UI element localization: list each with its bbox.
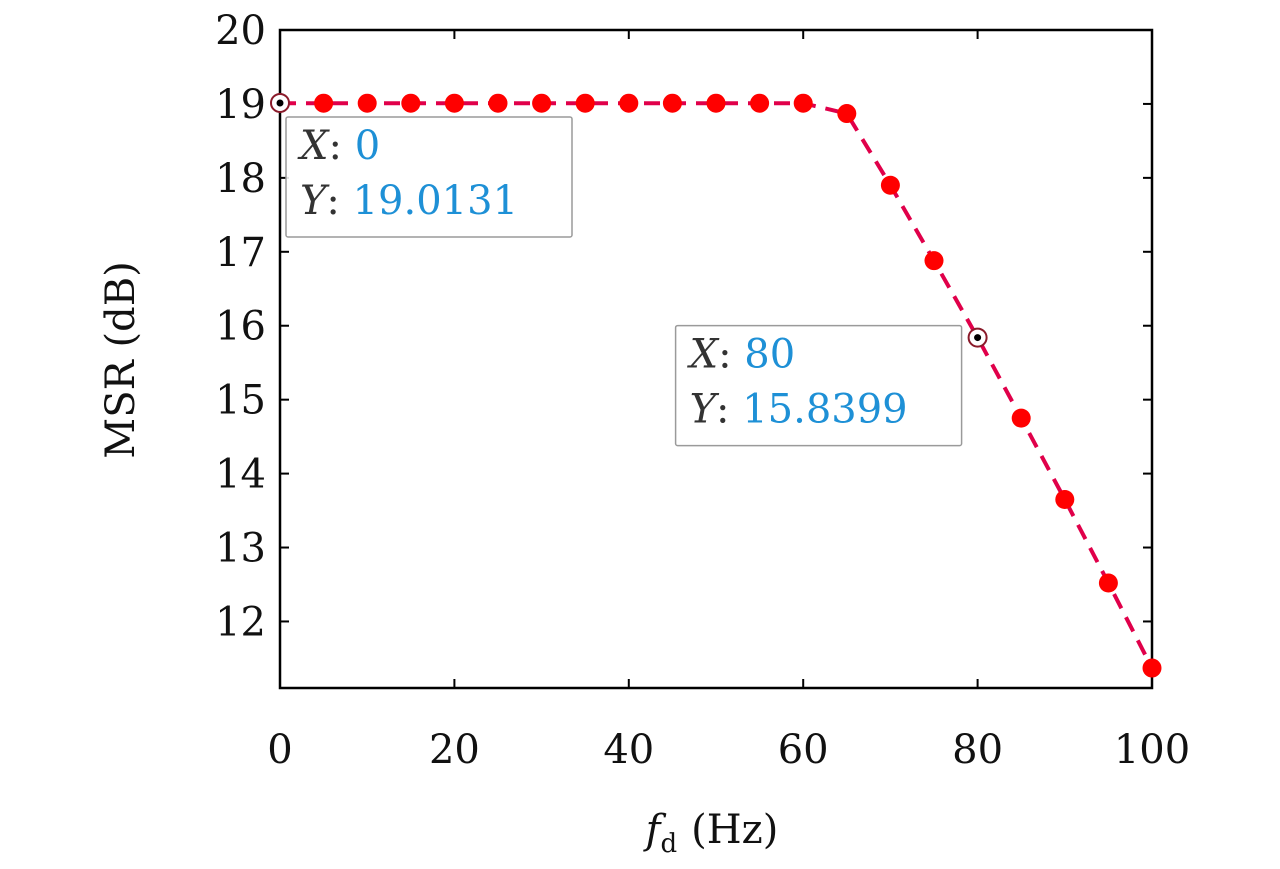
- data-point: [314, 93, 334, 113]
- datatip-key: Y: [690, 387, 720, 433]
- y-tick-label: 19: [215, 82, 266, 128]
- datatip-colon: :: [326, 178, 352, 224]
- x-tick-label: 0: [267, 727, 292, 773]
- datatip-marker-dot: [974, 334, 982, 342]
- x-axis-label-sub: d: [660, 829, 677, 859]
- datatip-value: 19.0131: [353, 178, 518, 224]
- datatip-marker-dot: [276, 99, 284, 107]
- datatip-colon: :: [328, 123, 354, 169]
- x-tick-label: 100: [1114, 727, 1190, 773]
- y-tick-label: 12: [215, 599, 266, 645]
- datatip-row: Y: 19.0131: [300, 178, 518, 224]
- datatip-value: 80: [744, 332, 795, 378]
- data-point: [532, 93, 552, 113]
- data-point: [837, 104, 857, 124]
- y-tick-label: 18: [215, 156, 266, 202]
- datatip-value: 0: [355, 123, 380, 169]
- datatip-colon: :: [716, 387, 742, 433]
- datatip-row: X: 0: [297, 123, 380, 169]
- y-tick-label: 16: [215, 304, 266, 350]
- data-point: [1011, 408, 1031, 428]
- data-point: [662, 93, 682, 113]
- y-tick-label: 13: [215, 526, 266, 572]
- datatip-value: 15.8399: [742, 387, 907, 433]
- data-point: [488, 93, 508, 113]
- datatip-colon: :: [718, 332, 744, 378]
- data-point: [575, 93, 595, 113]
- y-tick-label: 17: [215, 230, 266, 276]
- y-tick-label: 15: [215, 378, 266, 424]
- plot-frame: [278, 28, 1154, 690]
- x-axis-label-unit: (Hz): [691, 807, 778, 853]
- datatip-key: X: [297, 123, 330, 169]
- data-point: [357, 93, 377, 113]
- data-point: [924, 251, 944, 271]
- y-tick-label: 20: [215, 8, 266, 54]
- data-point: [444, 93, 464, 113]
- datatip: X: 0Y: 19.0131: [270, 92, 573, 238]
- x-tick-label: 40: [603, 727, 654, 773]
- datatip-box: [674, 324, 963, 447]
- axes: 0 20 40 60 80 100 12 13 14 15 16 17 18 19 20: [215, 8, 1190, 773]
- datatip: X: 80 Y: 15.8399: [674, 324, 988, 447]
- data-point: [401, 93, 421, 113]
- x-tick-label: 60: [778, 727, 829, 773]
- x-axis-label: fd (Hz): [643, 807, 779, 859]
- data-point: [1142, 658, 1162, 678]
- data-point: [1098, 573, 1118, 593]
- datatip-key: X: [687, 332, 720, 378]
- data-point: [750, 93, 770, 113]
- y-tick-label: 14: [215, 452, 266, 498]
- y-axis-label: MSR (dB): [98, 261, 144, 458]
- data-point: [1055, 489, 1075, 509]
- series-layer: [270, 93, 1162, 678]
- series-line: [280, 101, 1154, 669]
- datatip-box: [285, 116, 573, 238]
- datatip-key: Y: [300, 178, 330, 224]
- data-point: [793, 93, 813, 113]
- datatip-row: Y: 15.8399: [690, 387, 908, 433]
- x-tick-label: 20: [429, 727, 480, 773]
- data-point: [880, 175, 900, 195]
- data-point: [706, 93, 726, 113]
- datatip-row: X: 80: [687, 332, 796, 378]
- data-point: [619, 93, 639, 113]
- x-tick-label: 80: [952, 727, 1003, 773]
